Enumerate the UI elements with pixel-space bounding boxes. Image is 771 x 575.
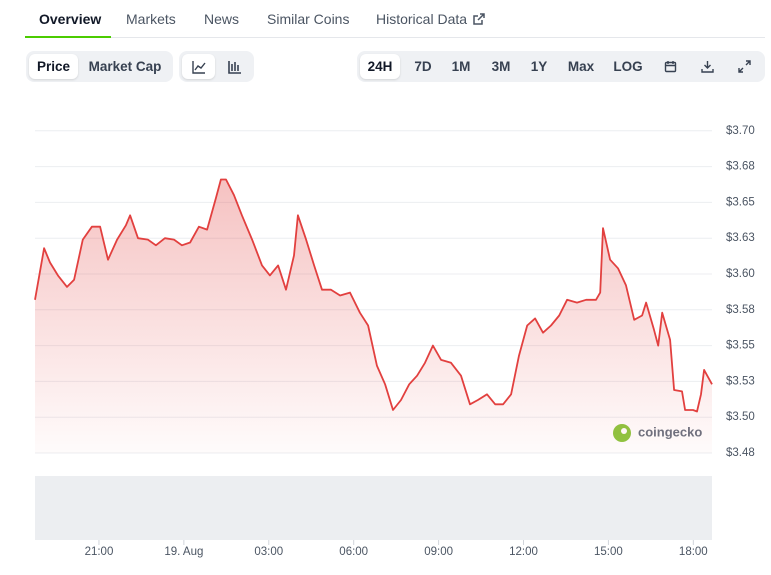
fullscreen-button[interactable] [729,54,759,79]
range-button[interactable]: Max [567,59,595,74]
fullscreen-icon [737,60,751,73]
x-tick-label: 03:00 [254,546,283,558]
y-tick-label: $3.63 [726,232,755,244]
y-tick-label: $3.50 [726,411,755,423]
x-tick-label: 09:00 [424,546,453,558]
active-tab-underline [25,36,111,38]
tab-divider [25,37,765,38]
y-tick-label: $3.55 [726,340,755,352]
price-area [35,179,712,453]
chart-style-toggle [179,51,254,82]
range-button[interactable]: 1Y [530,59,548,74]
toggle-button[interactable]: Price [29,54,78,79]
tab[interactable]: Overview [39,11,102,27]
range-button[interactable]: 7D [414,59,432,74]
x-tick-label: 06:00 [339,546,368,558]
toggle-button[interactable]: Market Cap [88,59,162,74]
y-tick-label: $3.58 [726,304,755,316]
range-button[interactable]: 3M [491,59,511,74]
y-tick-label: $3.70 [726,125,755,137]
line-chart-button[interactable] [182,54,215,79]
y-tick-label: $3.68 [726,161,755,173]
tab[interactable]: News [204,11,240,27]
tab[interactable]: Similar Coins [267,11,350,27]
download-icon [700,61,714,73]
x-tick-label: 15:00 [594,546,623,558]
x-tick-label: 19. Aug [164,546,203,558]
view-toggle: Price Market Cap [26,51,173,82]
x-tick-label: 21:00 [85,546,114,558]
calendar-icon [664,61,676,73]
y-tick-label: $3.48 [726,447,755,459]
price-line [34,178,713,413]
x-tick-label: 18:00 [679,546,708,558]
range-button[interactable]: LOG [613,59,643,74]
volume-band [35,476,712,540]
y-tick-label: $3.65 [726,196,755,208]
calendar-button[interactable] [655,54,685,79]
range-button[interactable]: 1M [451,59,471,74]
range-button[interactable]: 24H [360,54,400,79]
candle-icon [227,61,241,74]
candle-chart-button[interactable] [218,54,251,79]
tab[interactable]: Markets [126,11,176,27]
y-tick-label: $3.60 [726,268,755,280]
range-toggle: 24H 7D 1M 3M 1Y Max LOG [357,51,765,82]
y-tick-label: $3.53 [726,375,755,387]
line-icon [191,61,206,74]
download-button[interactable] [692,54,722,79]
tab[interactable]: Historical Data [376,11,468,27]
x-tick-label: 12:00 [509,546,538,558]
external-link-icon [473,13,485,25]
